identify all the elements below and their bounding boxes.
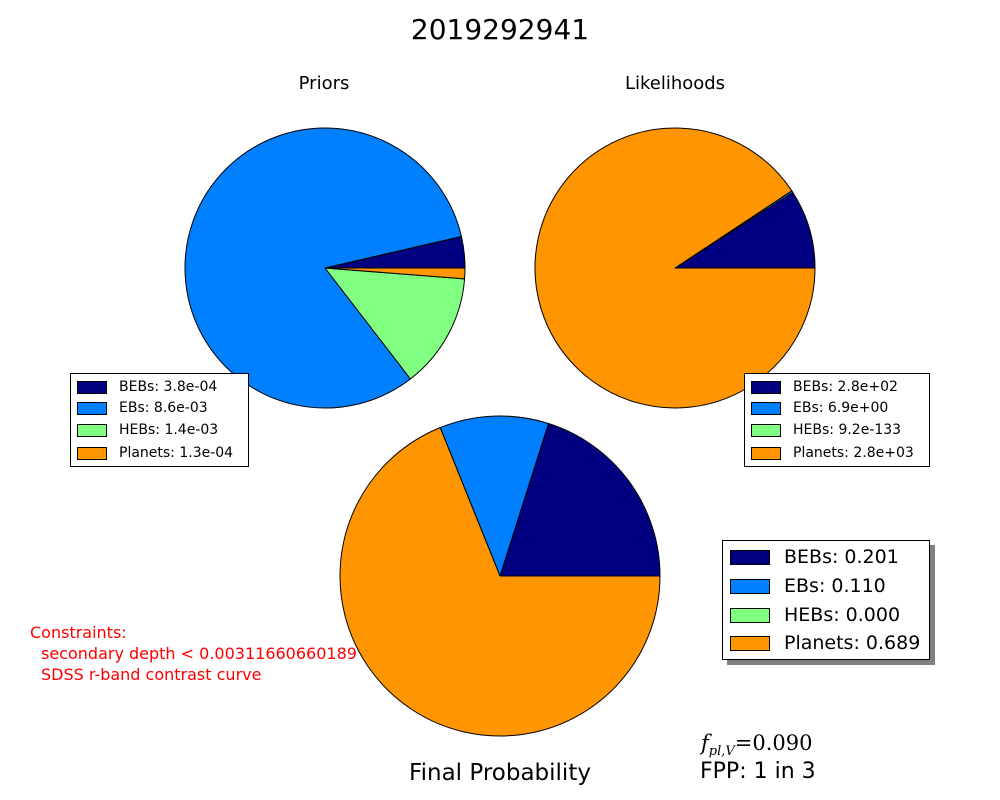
priors-title: Priors [299, 73, 350, 94]
pie-slice-ebs [184, 127, 462, 409]
constraint-item: secondary depth < 0.00311660660189 [41, 644, 357, 663]
legend-label: EBs: 0.110 [784, 575, 886, 597]
legend-entry-planets: Planets: 0.689 [723, 630, 929, 656]
legend-entry-hebs: HEBs: 0.000 [723, 602, 929, 628]
legend-swatch-hebs [77, 424, 107, 437]
legend-swatch-ebs [751, 402, 781, 415]
fpp-annotation: FPP: 1 in 3 [700, 759, 816, 784]
pie-slice-bebs [499, 423, 661, 577]
likelihoods-title: Likelihoods [625, 73, 725, 94]
legend-entry-ebs: EBs: 8.6e-03 [71, 398, 248, 418]
legend-entry-ebs: EBs: 0.110 [723, 573, 929, 599]
pie-slice-planets [534, 127, 816, 409]
legend-label: Planets: 0.689 [784, 632, 921, 654]
figure-title: 2019292941 [411, 13, 589, 46]
likelihoods-legend: BEBs: 2.8e+02 EBs: 6.9e+00 HEBs: 9.2e-13… [744, 373, 930, 467]
final-probability-title: Final Probability [409, 760, 591, 786]
pie-priors [184, 127, 466, 409]
legend-label: HEBs: 1.4e-03 [119, 422, 219, 438]
legend-swatch-planets [77, 447, 107, 460]
legend-label: BEBs: 2.8e+02 [793, 379, 898, 395]
legend-swatch-hebs [730, 608, 770, 623]
legend-swatch-bebs [751, 381, 781, 394]
legend-label: HEBs: 9.2e-133 [793, 422, 902, 438]
fpl-subscript: pl,V [708, 744, 735, 760]
fpl-annotation: fpl,V=0.090 [701, 729, 813, 766]
pie-likelihoods [534, 127, 816, 409]
pie-slice-planets [324, 267, 466, 280]
pie-slice-hebs [324, 267, 466, 380]
legend-label: Planets: 1.3e-04 [119, 445, 234, 461]
legend-label: EBs: 8.6e-03 [119, 400, 208, 416]
legend-entry-bebs: BEBs: 3.8e-04 [71, 377, 248, 397]
legend-swatch-ebs [77, 402, 107, 415]
pie-slice-planets [339, 427, 661, 737]
pie-slice-bebs [674, 191, 816, 269]
legend-entry-planets: Planets: 2.8e+03 [745, 443, 929, 463]
final-probability-legend: BEBs: 0.201 EBs: 0.110 HEBs: 0.000 Plane… [722, 540, 930, 660]
legend-swatch-bebs [730, 550, 770, 565]
fpl-value: =0.090 [734, 731, 813, 755]
legend-swatch-planets [751, 447, 781, 460]
legend-entry-planets: Planets: 1.3e-04 [71, 443, 248, 463]
legend-label: Planets: 2.8e+03 [793, 445, 914, 461]
legend-entry-bebs: BEBs: 0.201 [723, 544, 929, 570]
legend-label: EBs: 6.9e+00 [793, 400, 889, 416]
legend-label: HEBs: 0.000 [784, 604, 901, 626]
pie-slice-ebs [439, 415, 549, 577]
constraints-annotation: Constraints: secondary depth < 0.00311660… [30, 622, 357, 685]
constraints-heading: Constraints: [30, 623, 127, 642]
legend-entry-ebs: EBs: 6.9e+00 [745, 398, 929, 418]
priors-legend: BEBs: 3.8e-04 EBs: 8.6e-03 HEBs: 1.4e-03… [70, 373, 249, 467]
legend-swatch-ebs [730, 579, 770, 594]
fpl-symbol: f [701, 731, 709, 755]
legend-swatch-planets [730, 636, 770, 651]
legend-entry-bebs: BEBs: 2.8e+02 [745, 377, 929, 397]
pie-final-probability [339, 415, 661, 737]
legend-swatch-bebs [77, 381, 107, 394]
legend-label: BEBs: 3.8e-04 [119, 379, 218, 395]
legend-entry-hebs: HEBs: 1.4e-03 [71, 420, 248, 440]
constraint-item: SDSS r-band contrast curve [41, 665, 262, 684]
legend-entry-hebs: HEBs: 9.2e-133 [745, 420, 929, 440]
legend-label: BEBs: 0.201 [784, 546, 899, 568]
legend-swatch-hebs [751, 424, 781, 437]
